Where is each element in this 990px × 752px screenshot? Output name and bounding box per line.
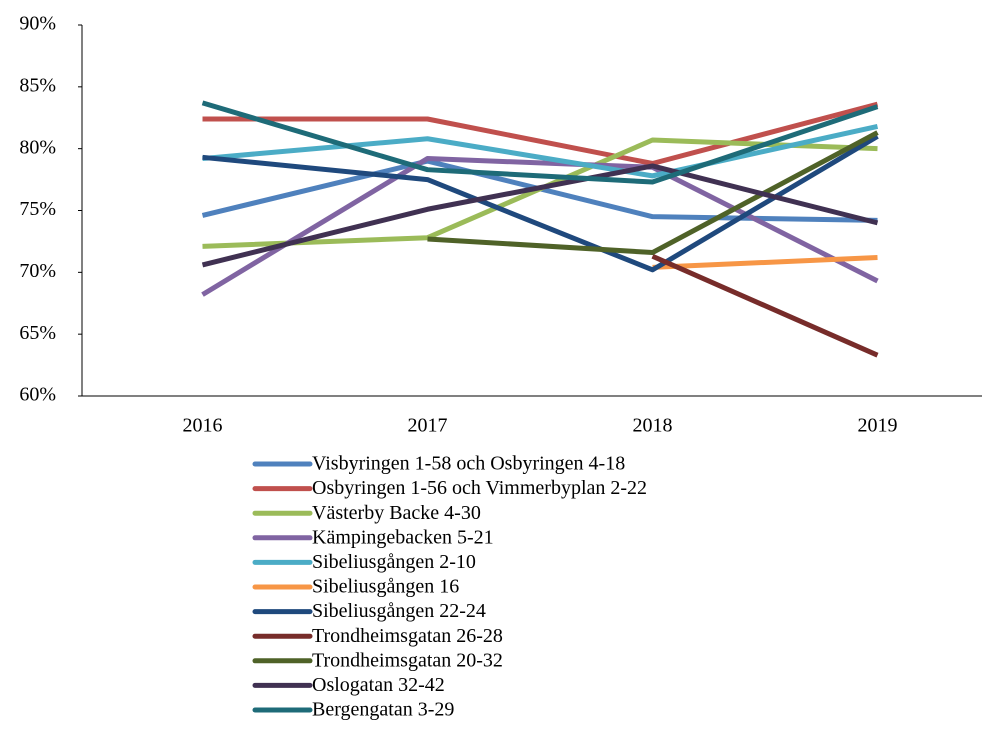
series-line bbox=[201, 100, 879, 185]
series-line bbox=[202, 101, 879, 167]
legend-label: Sibeliusgången 16 bbox=[312, 576, 459, 598]
y-tick-label: 65% bbox=[19, 322, 56, 344]
x-tick-label: 2019 bbox=[858, 415, 898, 437]
legend-label: Trondheimsgatan 26-28 bbox=[312, 625, 503, 647]
series-line bbox=[201, 156, 879, 297]
series-line bbox=[202, 123, 879, 179]
legend-label: Trondheimsgatan 20-32 bbox=[312, 649, 503, 671]
y-tick-label: 80% bbox=[19, 136, 56, 158]
y-tick-label: 60% bbox=[19, 384, 56, 406]
legend-label: Kämpingebacken 5-21 bbox=[312, 526, 494, 548]
legend-label: Sibeliusgången 22-24 bbox=[312, 600, 486, 622]
x-tick-label: 2018 bbox=[633, 415, 673, 437]
legend-label: Västerby Backe 4-30 bbox=[312, 502, 481, 524]
y-tick-label: 70% bbox=[19, 260, 56, 282]
series-line bbox=[202, 134, 879, 273]
series-line bbox=[201, 163, 879, 268]
legend-label: Sibeliusgången 2-10 bbox=[312, 551, 476, 573]
legend-label: Visbyringen 1-58 och Osbyringen 4-18 bbox=[312, 453, 625, 475]
series-line bbox=[652, 254, 878, 270]
legend-label: Osbyringen 1-56 och Vimmerbyplan 2-22 bbox=[312, 477, 647, 499]
series-line bbox=[427, 130, 879, 256]
series-line bbox=[651, 253, 879, 358]
x-tick-label: 2016 bbox=[183, 415, 223, 437]
legend-label: Bergengatan 3-29 bbox=[312, 699, 454, 721]
y-tick-label: 75% bbox=[19, 198, 56, 220]
legend-label: Oslogatan 32-42 bbox=[312, 674, 445, 696]
y-tick-label: 85% bbox=[19, 74, 56, 96]
x-tick-label: 2017 bbox=[408, 415, 448, 437]
y-tick-label: 90% bbox=[19, 13, 56, 35]
